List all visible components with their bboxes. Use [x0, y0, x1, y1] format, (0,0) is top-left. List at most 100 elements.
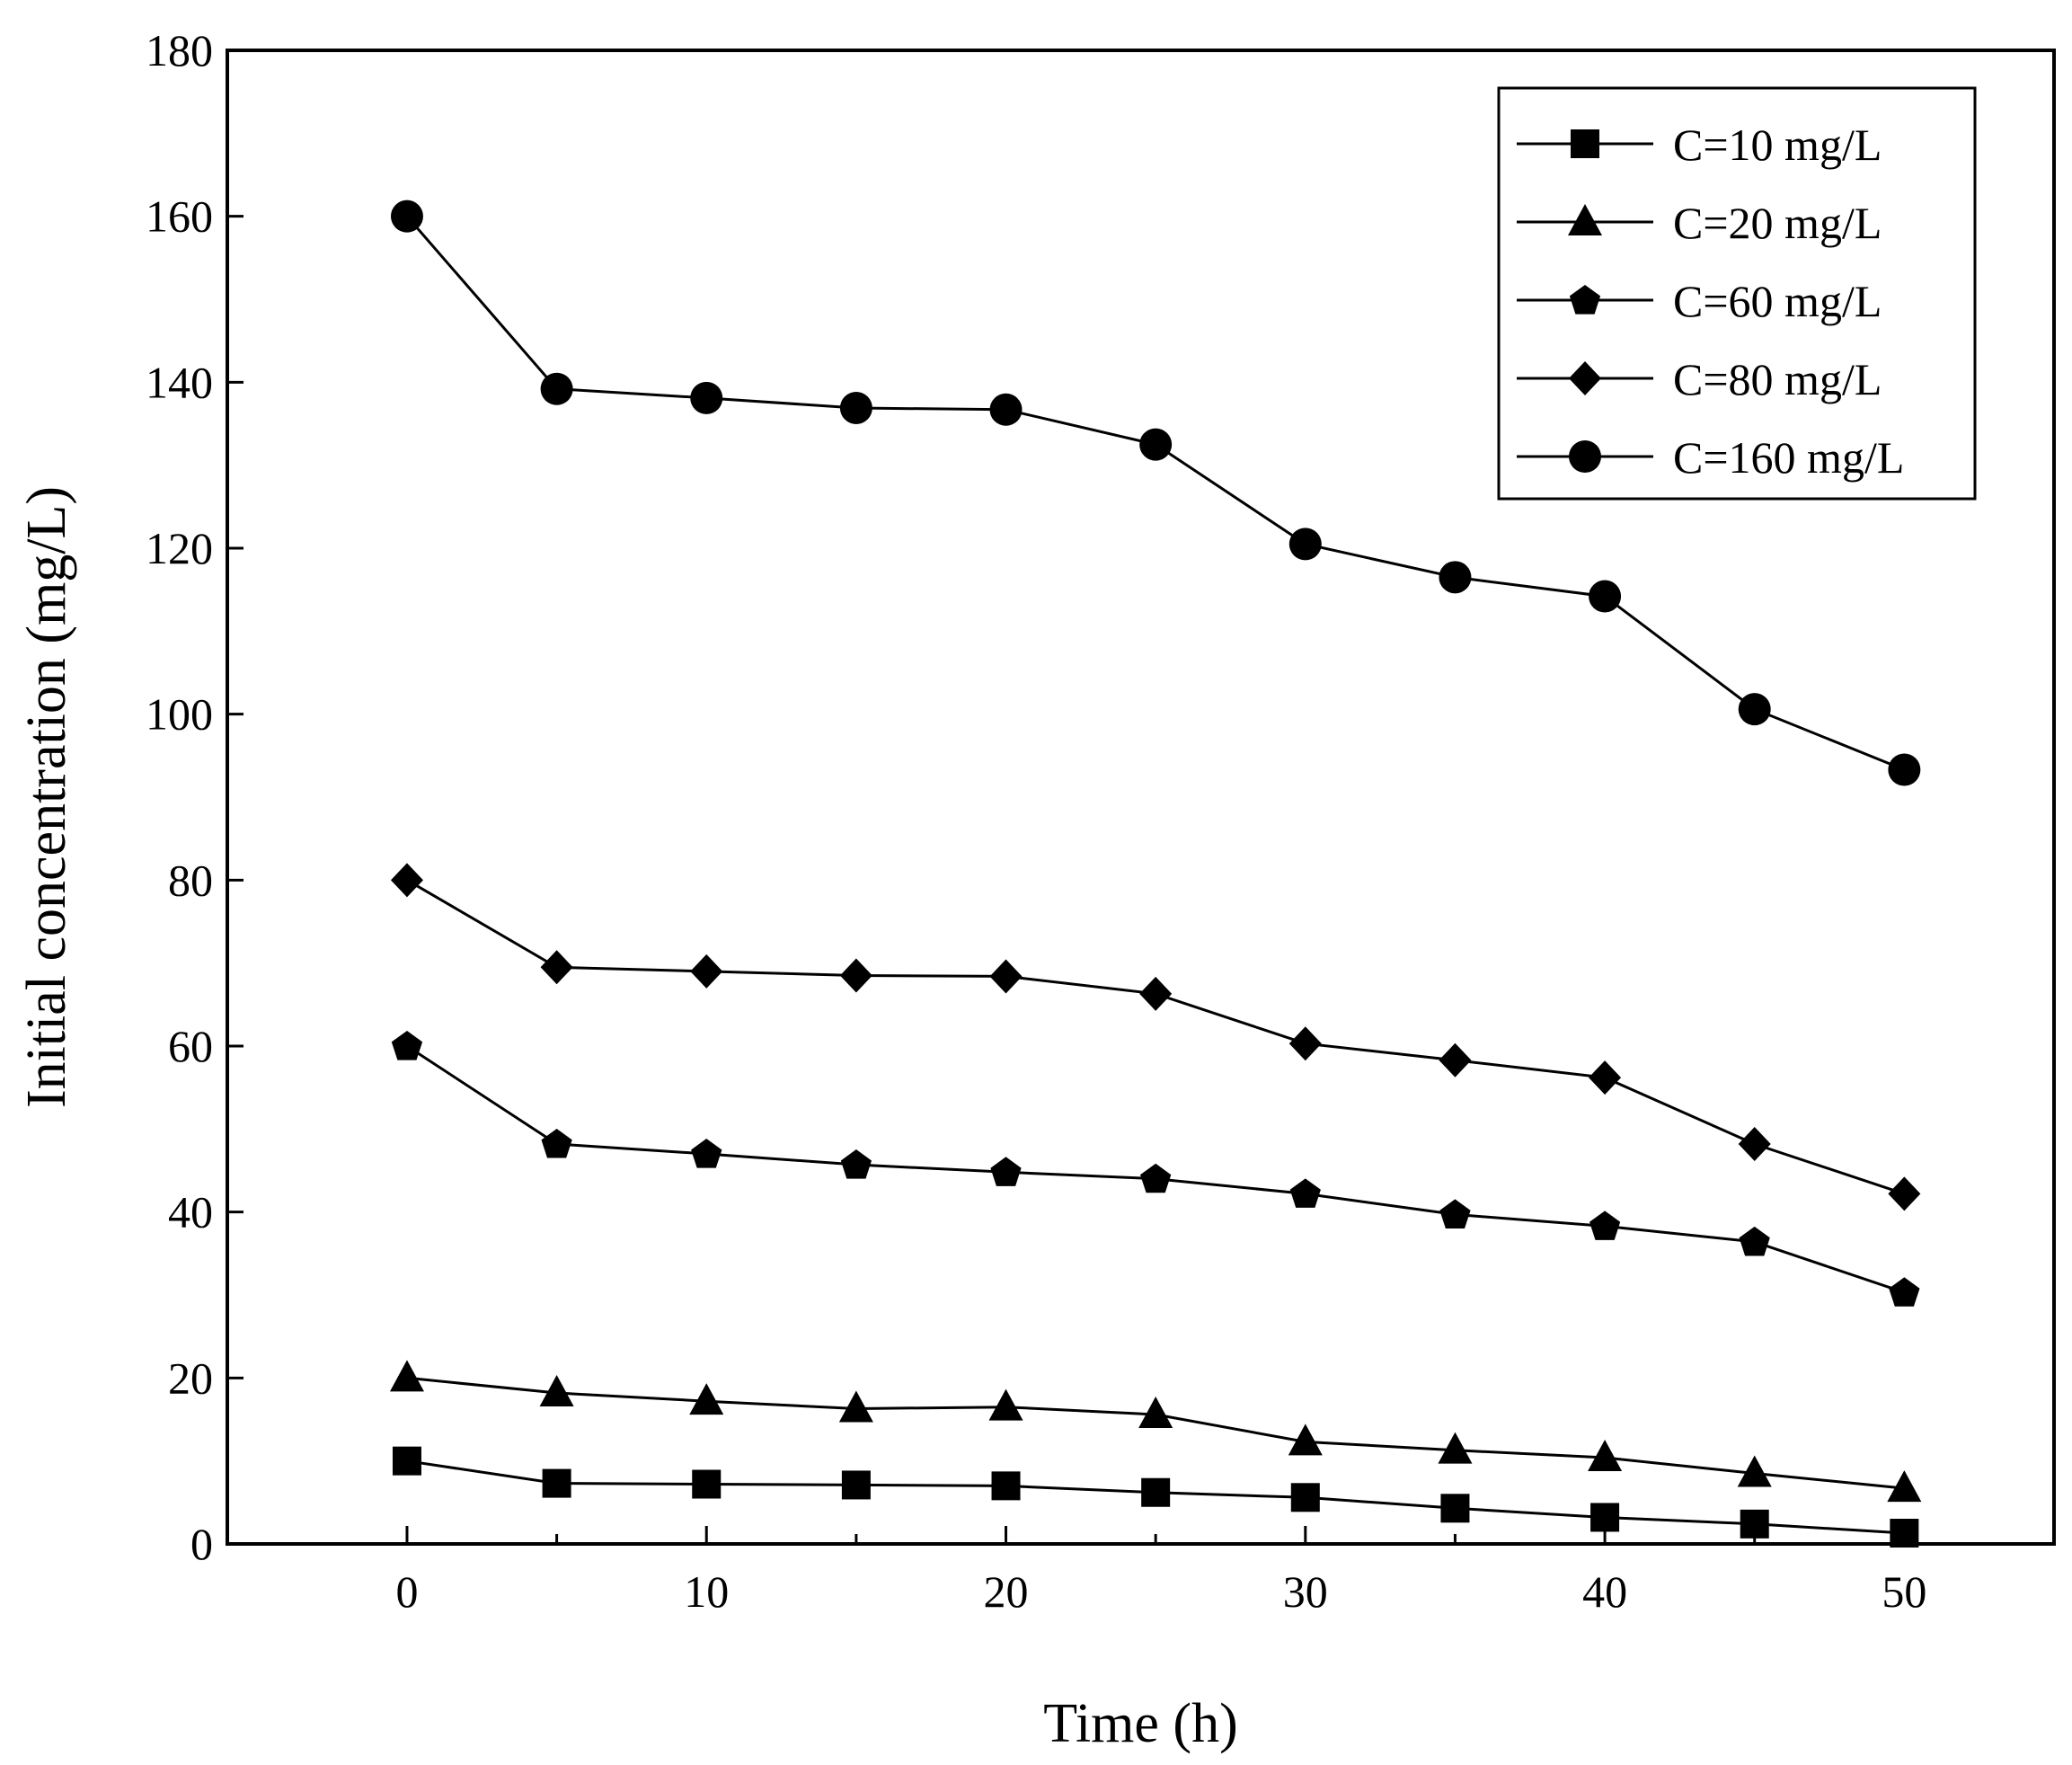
series-layer — [389, 200, 1922, 1548]
legend-item: C=60 mg/L — [1517, 276, 1882, 326]
y-tick-label: 60 — [168, 1021, 213, 1071]
plot-area — [226, 49, 2056, 1546]
data-point — [1737, 1455, 1772, 1487]
data-point — [840, 1149, 872, 1179]
x-tick-label: 10 — [684, 1566, 729, 1617]
legend-marker — [1569, 285, 1601, 315]
x-tick-label: 0 — [395, 1566, 418, 1617]
legend-marker — [1568, 204, 1602, 235]
data-point — [1889, 1277, 1920, 1307]
legend-item: C=20 mg/L — [1517, 198, 1882, 248]
data-point — [839, 391, 872, 424]
data-point — [1890, 1518, 1919, 1548]
legend-label: C=80 mg/L — [1673, 354, 1882, 404]
y-tick-label: 40 — [168, 1187, 213, 1237]
data-point — [1288, 528, 1322, 561]
series-line — [406, 1376, 1905, 1490]
data-point — [1888, 1176, 1921, 1211]
data-point — [539, 1374, 574, 1406]
data-point — [390, 863, 423, 898]
y-tick-label: 0 — [190, 1519, 213, 1569]
series — [390, 200, 1921, 786]
data-point — [839, 958, 872, 993]
x-tick-label: 20 — [984, 1566, 1029, 1617]
legend-label: C=60 mg/L — [1673, 276, 1882, 326]
data-point — [1290, 1483, 1320, 1512]
series — [390, 863, 1921, 1211]
x-tick-label: 30 — [1283, 1566, 1328, 1617]
data-point — [1438, 1432, 1473, 1464]
data-point — [1288, 1424, 1323, 1456]
data-point — [1138, 1396, 1173, 1428]
data-point — [989, 393, 1023, 426]
y-tick-label: 180 — [146, 25, 213, 75]
y-tick-label: 160 — [146, 191, 213, 242]
series-line — [406, 879, 1905, 1195]
data-point — [838, 1390, 873, 1423]
data-point — [1440, 1494, 1470, 1523]
data-point — [542, 1468, 571, 1498]
data-point — [1289, 1178, 1321, 1208]
data-point — [1739, 1226, 1770, 1256]
data-point — [1288, 1026, 1322, 1061]
legend-label: C=20 mg/L — [1673, 198, 1882, 248]
legend-marker — [1569, 361, 1601, 395]
data-point — [1140, 1163, 1172, 1193]
data-point — [1738, 693, 1771, 726]
legend-item: C=10 mg/L — [1517, 120, 1882, 170]
data-point — [691, 1139, 722, 1168]
y-axis: 0 20 40 60 80 100 120 140 160 180 — [146, 25, 244, 1569]
data-point — [1740, 1509, 1769, 1539]
y-tick-label: 100 — [146, 689, 213, 740]
data-point — [990, 1157, 1022, 1186]
series — [391, 1031, 1920, 1307]
data-point — [1738, 1126, 1771, 1161]
y-axis-title: Initial concentration (mg/L) — [16, 486, 77, 1108]
data-point — [540, 372, 573, 405]
legend-marker — [1571, 129, 1599, 158]
data-point — [692, 1469, 722, 1499]
legend: C=10 mg/L C=20 mg/L C=60 mg/L C=80 mg/L C=16… — [1497, 86, 1977, 501]
data-point — [991, 1471, 1021, 1501]
data-point — [390, 200, 423, 233]
legend-item: C=80 mg/L — [1517, 354, 1882, 404]
data-point — [841, 1470, 871, 1500]
data-point — [1439, 1042, 1472, 1078]
x-tick-label: 40 — [1582, 1566, 1627, 1617]
data-point — [690, 381, 723, 414]
data-point — [1588, 1439, 1623, 1471]
legend-label: C=160 mg/L — [1673, 432, 1904, 483]
data-point — [1589, 1060, 1622, 1095]
data-point — [989, 959, 1023, 994]
data-point — [1139, 428, 1173, 461]
data-point — [1141, 1477, 1171, 1507]
data-point — [988, 1388, 1023, 1421]
data-point — [1590, 1503, 1620, 1532]
data-point — [1439, 561, 1472, 594]
data-point — [1139, 976, 1173, 1011]
data-point — [541, 1129, 572, 1158]
data-point — [540, 950, 573, 985]
plot-border — [226, 49, 2056, 1546]
legend-item: C=160 mg/L — [1517, 432, 1904, 483]
x-tick-label: 50 — [1882, 1566, 1926, 1617]
data-point — [689, 1383, 724, 1415]
data-point — [1439, 1199, 1471, 1228]
data-point — [391, 1031, 423, 1060]
x-axis: 0 10 20 30 40 50 — [395, 1526, 1926, 1617]
y-tick-label: 120 — [146, 523, 213, 573]
x-axis-title: Time (h) — [1043, 1693, 1237, 1754]
data-point — [392, 1446, 421, 1476]
legend-label: C=10 mg/L — [1673, 120, 1882, 170]
data-point — [1589, 1211, 1621, 1240]
y-tick-label: 80 — [168, 855, 213, 905]
series — [389, 1360, 1922, 1503]
series — [392, 1446, 1919, 1548]
data-point — [690, 953, 723, 989]
data-point — [389, 1360, 424, 1392]
data-point — [1589, 580, 1622, 613]
data-point — [1887, 1470, 1922, 1503]
y-tick-label: 140 — [146, 357, 213, 407]
legend-marker — [1569, 440, 1601, 473]
